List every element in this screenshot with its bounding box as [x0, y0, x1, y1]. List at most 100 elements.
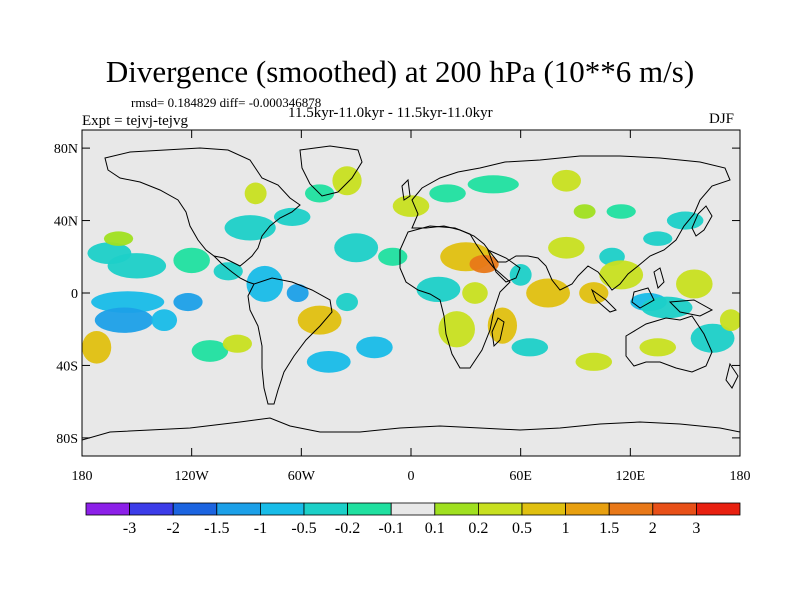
- field-contour-26: [429, 184, 466, 203]
- colorbar-label: -0.1: [379, 520, 404, 537]
- lat-tick-label: 40S: [56, 359, 78, 374]
- field-contour-9: [191, 340, 229, 362]
- coastline-philippines: [653, 267, 665, 289]
- period-label: 11.5kyr-11.0kyr - 11.5kyr-11.0kyr: [288, 105, 493, 121]
- field-contour-25: [392, 195, 430, 217]
- colorbar-label: 3: [692, 520, 700, 537]
- colorbar-swatch: [172, 502, 218, 516]
- field-contour-40: [599, 260, 644, 290]
- colorbar-label: -2: [167, 520, 180, 537]
- colorbar-label: -0.2: [335, 520, 360, 537]
- colorbar-swatch: [608, 502, 654, 516]
- colorbar-swatch: [303, 502, 348, 516]
- lon-tick-label: 180: [730, 469, 751, 484]
- field-contour-22: [332, 166, 362, 196]
- field-contour-19: [273, 207, 311, 226]
- field-contour-16: [306, 350, 351, 373]
- plot-title: Divergence (smoothed) at 200 hPa (10**6 …: [105, 54, 695, 89]
- lat-tick-label: 80S: [56, 432, 78, 447]
- coastline-borneo: [631, 287, 655, 309]
- coastline-japan: [691, 205, 713, 237]
- field-contour-11: [103, 231, 134, 246]
- field-contour-20: [244, 182, 267, 205]
- field-contour-34: [487, 307, 518, 344]
- colorbar-label: 1: [562, 520, 570, 537]
- field-contour-1: [107, 253, 167, 279]
- field-contour-27: [467, 175, 519, 194]
- field-contour-48: [666, 211, 704, 230]
- field-contour-41: [579, 282, 609, 304]
- field-contour-10: [222, 334, 252, 353]
- map-axes: 80N 40N 0 40S 80S 180 120W 60W 0 60E 120E 180: [54, 130, 751, 484]
- colorbar-swatch: [696, 502, 741, 516]
- colorbar-swatch: [129, 502, 174, 516]
- coastline-new-guinea: [668, 299, 714, 317]
- field-contour-3: [213, 262, 243, 281]
- coastline-australia: [625, 315, 713, 373]
- lon-tick-label: 60E: [509, 469, 532, 484]
- field-contour-38: [548, 236, 585, 259]
- coastline-africa: [399, 225, 511, 369]
- field-contour-37: [511, 338, 549, 357]
- coastline-central-america: [213, 255, 255, 285]
- colorbar-label: 0.2: [468, 520, 488, 537]
- field-contour-4: [91, 291, 165, 313]
- lon-tick-label: 180: [72, 469, 93, 484]
- colorbar-swatch: [565, 502, 610, 516]
- map-panel: 80N 40N 0 40S 80S 180 120W 60W 0 60E 120E 180: [54, 129, 751, 484]
- field-contour-23: [334, 233, 379, 263]
- colorbar-label: -1: [254, 520, 267, 537]
- lat-tick-label: 40N: [54, 215, 78, 230]
- colorbar-swatch: [347, 502, 392, 516]
- coastline-south-america: [247, 277, 333, 405]
- field-contour-51: [639, 338, 677, 357]
- coastline-sumatra: [590, 288, 617, 313]
- coastline-north-america: [104, 147, 301, 267]
- field-contour-2: [173, 247, 210, 274]
- field-contour-32: [462, 282, 488, 304]
- field-contour-43: [641, 296, 693, 319]
- colorbar-swatch: [85, 502, 130, 516]
- colorbar-label: 0.5: [512, 520, 532, 537]
- experiment-label: Expt = tejvj-tejvg: [82, 113, 188, 129]
- colorbar-label: 2: [649, 520, 657, 537]
- colorbar-label: -1.5: [204, 520, 229, 537]
- field-contour-31: [416, 276, 461, 303]
- coastline-arabia: [487, 249, 521, 283]
- coastline-antarctica: [82, 417, 740, 441]
- colorbar-swatch: [521, 502, 566, 516]
- colorbar-label: -0.5: [291, 520, 316, 537]
- coastline-uk: [401, 178, 411, 201]
- colorbar-swatch: [390, 502, 436, 516]
- colorbar-label: 0.1: [425, 520, 445, 537]
- colorbar-label: -3: [123, 520, 136, 537]
- coastline-eurasia: [411, 155, 731, 291]
- map-background: [82, 130, 740, 456]
- field-contour-49: [606, 204, 636, 219]
- field-contour-35: [509, 264, 532, 286]
- field-contour-50: [573, 204, 596, 219]
- field-contour-5: [173, 293, 203, 312]
- colorbar-swatch: [477, 502, 523, 516]
- colorbar-swatch: [216, 502, 261, 516]
- field-contour-14: [297, 305, 342, 335]
- field-contour-46: [719, 309, 740, 332]
- lon-tick-label: 120W: [175, 469, 210, 484]
- colorbar-swatch: [434, 502, 479, 516]
- lon-tick-label: 120E: [616, 469, 646, 484]
- field-contour-47: [643, 231, 673, 246]
- colorbar-label: 1.5: [599, 520, 619, 537]
- field-contour-28: [551, 169, 581, 192]
- season-label: DJF: [709, 111, 735, 127]
- lat-tick-label: 80N: [54, 142, 78, 157]
- field-contour-17: [356, 336, 393, 359]
- coastline-madagascar: [491, 317, 505, 348]
- coastline-new-zealand: [725, 362, 739, 389]
- lat-tick-label: 0: [71, 287, 78, 302]
- field-contour-7: [151, 309, 178, 332]
- colorbar-swatch: [259, 502, 305, 516]
- colorbar-swatch: [652, 502, 697, 516]
- colorbar: -3 -2 -1.5 -1 -0.5 -0.2 -0.1 0.1 0.2 0.5 1 1.5 2 3: [85, 502, 741, 537]
- field-contour-12: [246, 265, 284, 303]
